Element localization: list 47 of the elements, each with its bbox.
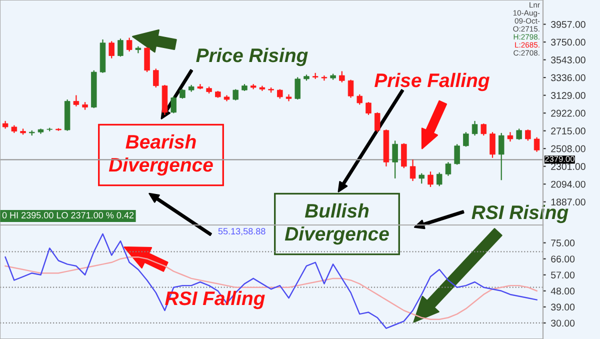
y-tick-label: 1887.00 bbox=[551, 198, 586, 206]
y-tick-label: 2508.00 bbox=[551, 145, 586, 152]
y-tick-label: 2715.00 bbox=[551, 128, 586, 134]
annotation: Prise Falling bbox=[374, 72, 490, 92]
y-tick-label: 3543.00 bbox=[551, 56, 586, 64]
y-tick-label: 2301.00 bbox=[551, 163, 586, 170]
candlestick bbox=[277, 88, 283, 100]
annotation: Price Rising bbox=[196, 48, 308, 66]
y-tick-label: 57.00 bbox=[551, 272, 575, 278]
candlestick bbox=[11, 124, 18, 134]
candlestick bbox=[366, 102, 372, 116]
candlestick bbox=[418, 172, 425, 184]
candlestick bbox=[180, 88, 186, 100]
annotation: RSI Rising bbox=[472, 204, 568, 224]
y-tick-label: 3750.00 bbox=[551, 38, 586, 46]
candlestick bbox=[356, 94, 363, 106]
y-tick-label: 3336.00 bbox=[551, 74, 586, 82]
y-tick-label: 3129.00 bbox=[551, 92, 586, 99]
candlestick bbox=[507, 132, 514, 142]
y-tick-label: 2094.00 bbox=[551, 180, 586, 188]
candlestick bbox=[516, 128, 522, 140]
y-tick-label: 75.00 bbox=[551, 240, 575, 246]
annotation: Bearish Divergence bbox=[108, 134, 213, 176]
y-tick-label: 30.00 bbox=[551, 320, 575, 327]
candlestick bbox=[286, 94, 292, 102]
annotation: Bullish Divergence bbox=[284, 203, 389, 245]
candlestick bbox=[525, 128, 531, 142]
candlestick bbox=[73, 94, 80, 107]
candlestick bbox=[188, 84, 194, 92]
annotation: 55.13,58.88 bbox=[218, 228, 266, 236]
y-tick-label: 39.00 bbox=[551, 304, 575, 311]
candlestick bbox=[232, 88, 238, 101]
candlestick bbox=[339, 70, 345, 83]
y-tick-label: 2922.00 bbox=[551, 110, 586, 117]
y-tick-label: 48.00 bbox=[550, 288, 575, 295]
candlestick bbox=[436, 172, 442, 187]
candlestick bbox=[428, 171, 434, 188]
candlestick bbox=[321, 74, 328, 82]
ref-line-label: 2379.00 bbox=[545, 156, 574, 162]
candlestick bbox=[259, 85, 266, 92]
y-tick-label: 3957.00 bbox=[551, 21, 586, 28]
y-tick-label: 66.00 bbox=[551, 256, 575, 262]
candlestick bbox=[242, 84, 248, 92]
candlestick bbox=[56, 128, 62, 132]
annotation: 0 HI 2395.00 LO 2371.00 % 0.42 bbox=[2, 212, 134, 218]
candlestick bbox=[206, 86, 212, 94]
candlestick bbox=[215, 90, 221, 98]
